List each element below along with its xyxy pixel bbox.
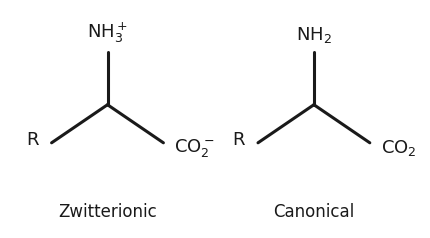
Text: $\mathregular{NH_3^+}$: $\mathregular{NH_3^+}$ xyxy=(87,21,128,45)
Text: Zwitterionic: Zwitterionic xyxy=(58,203,157,221)
Text: R: R xyxy=(26,131,39,149)
Text: R: R xyxy=(233,131,245,149)
Text: $\mathregular{NH_2}$: $\mathregular{NH_2}$ xyxy=(296,25,332,45)
Text: Canonical: Canonical xyxy=(273,203,354,221)
Text: $\mathregular{CO_2}$: $\mathregular{CO_2}$ xyxy=(381,138,416,158)
Text: $\mathregular{CO_2^-}$: $\mathregular{CO_2^-}$ xyxy=(174,137,215,159)
